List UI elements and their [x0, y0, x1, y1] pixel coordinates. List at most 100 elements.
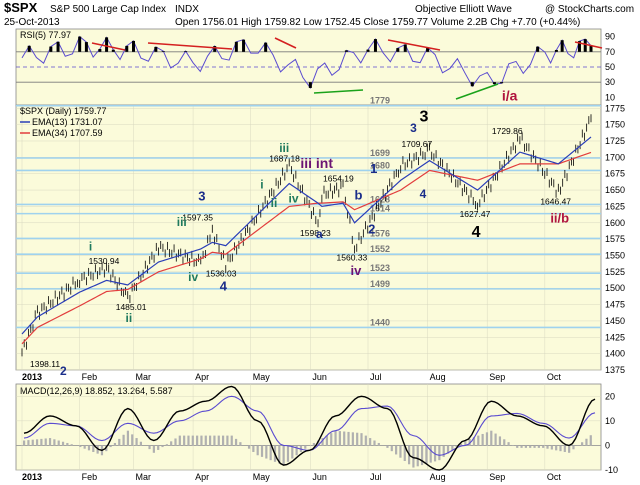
rsi-divergence-line	[147, 42, 233, 50]
index-name: S&P 500 Large Cap Index	[50, 4, 166, 15]
ema34-legend: EMA(34) 1707.59	[32, 128, 103, 138]
macd-histogram-bar	[516, 445, 519, 448]
macd-histogram-bar	[131, 434, 134, 446]
macd-histogram-bar	[472, 437, 476, 446]
macd-histogram-bar	[364, 435, 367, 446]
wave-label: 4	[472, 224, 481, 241]
price-ytick-label: 1775	[605, 103, 625, 113]
macd-panel: MACD(12,26,9) 18.852, 13.264, 5.587 -10 0…	[15, 383, 618, 482]
macd-histogram-bar	[481, 433, 484, 446]
x-tick-label: May	[253, 372, 271, 382]
macd-histogram-bar	[256, 445, 259, 456]
price-ytick-label: 1400	[605, 349, 625, 359]
exchange: INDX	[175, 4, 199, 15]
price-ytick-label: 1425	[605, 332, 625, 342]
macd-histogram-bar	[589, 435, 592, 446]
wave-label: iv	[188, 270, 198, 284]
macd-x-tick-label: May	[253, 472, 271, 482]
macd-histogram-bar	[66, 442, 69, 446]
x-tick-label: Jun	[312, 372, 327, 382]
macd-x-tick-label: 2013	[22, 472, 42, 482]
wave-label: ii	[271, 196, 278, 210]
price-point-label: 1627.47	[460, 209, 491, 219]
macd-histogram-bar	[260, 445, 264, 457]
price-ytick-label: 1650	[605, 185, 625, 195]
macd-histogram-bar	[304, 445, 307, 449]
macd-histogram-bar	[312, 442, 316, 446]
macd-histogram-bar	[40, 438, 43, 446]
price-title: $SPX (Daily) 1759.77	[20, 106, 107, 116]
macd-histogram-bar	[377, 442, 380, 446]
macd-histogram-bar	[581, 442, 584, 446]
macd-histogram-bar	[53, 439, 56, 446]
macd-histogram-bar	[542, 445, 545, 448]
macd-histogram-bar	[226, 435, 229, 446]
price-ytick-label: 1700	[605, 152, 625, 162]
macd-histogram-bar	[347, 431, 350, 446]
macd-histogram-bar	[157, 445, 160, 450]
rsi-title: RSI(5) 77.97	[20, 30, 71, 40]
price-point-label: 1687.18	[269, 154, 300, 164]
wave-label: 4	[220, 279, 228, 294]
macd-histogram-bar	[286, 445, 290, 462]
price-ytick-label: 1725	[605, 136, 625, 146]
macd-x-tick-label: Aug	[430, 472, 446, 482]
macd-plot-area	[15, 383, 602, 471]
level-label: 1440	[370, 317, 390, 327]
x-tick-label: Apr	[195, 372, 209, 382]
macd-histogram-bar	[122, 434, 125, 446]
price-point-label: 1598.23	[300, 228, 331, 238]
wave-label: 3	[198, 189, 205, 204]
macd-histogram-bar	[83, 445, 86, 449]
macd-histogram-bar	[165, 444, 168, 446]
rsi-ytick-label: 10	[605, 92, 615, 102]
price-point-label: 1646.47	[540, 196, 571, 206]
rsi-ytick-label: 70	[605, 47, 615, 57]
macd-histogram-bar	[507, 442, 510, 446]
price-plot-area	[15, 104, 602, 371]
macd-histogram-bar	[369, 438, 372, 446]
macd-histogram-bar	[563, 445, 566, 452]
macd-histogram-bar	[118, 438, 121, 446]
macd-histogram-bar	[148, 445, 151, 450]
macd-histogram-bar	[35, 439, 39, 446]
macd-histogram-bar	[87, 445, 91, 451]
macd-histogram-bar	[126, 430, 130, 446]
macd-histogram-bar	[351, 432, 354, 446]
x-tick-label: 2013	[22, 372, 42, 382]
ema13-legend: EMA(13) 1731.07	[32, 117, 103, 127]
macd-histogram-bar	[533, 445, 536, 448]
price-ytick-label: 1475	[605, 300, 625, 310]
wave-label: iii	[279, 141, 289, 155]
macd-x-tick-label: Jul	[370, 472, 382, 482]
macd-histogram-bar	[178, 435, 181, 446]
x-tick-label: Mar	[135, 372, 151, 382]
macd-histogram-bar	[196, 435, 199, 446]
rsi-ytick-label: 90	[605, 32, 615, 42]
macd-histogram-bar	[200, 435, 203, 446]
macd-histogram-bar	[455, 445, 458, 448]
level-label: 1680	[370, 160, 390, 170]
macd-histogram-bar	[334, 430, 337, 446]
macd-histogram-bar	[503, 439, 506, 446]
macd-histogram-bar	[420, 445, 424, 466]
rsi-divergence-line	[574, 41, 603, 49]
wave-label: ii/b	[550, 211, 569, 226]
x-tick-label: Oct	[547, 372, 562, 382]
macd-histogram-bar	[390, 445, 393, 452]
rsi-divergence-line	[91, 42, 126, 51]
macd-ytick-label: -10	[605, 465, 618, 475]
macd-histogram-bar	[550, 445, 553, 450]
macd-x-tick-label: Oct	[547, 472, 562, 482]
macd-histogram-bar	[247, 445, 251, 449]
wave-label: 1	[370, 161, 377, 176]
wave-label: iv	[351, 263, 363, 278]
macd-histogram-bar	[44, 438, 47, 446]
price-ytick-label: 1525	[605, 267, 625, 277]
macd-histogram-bar	[252, 445, 255, 452]
macd-histogram-bar	[217, 435, 220, 446]
macd-histogram-bar	[464, 440, 467, 446]
macd-ytick-label: 0	[605, 440, 610, 450]
rsi-support-line	[313, 89, 364, 94]
